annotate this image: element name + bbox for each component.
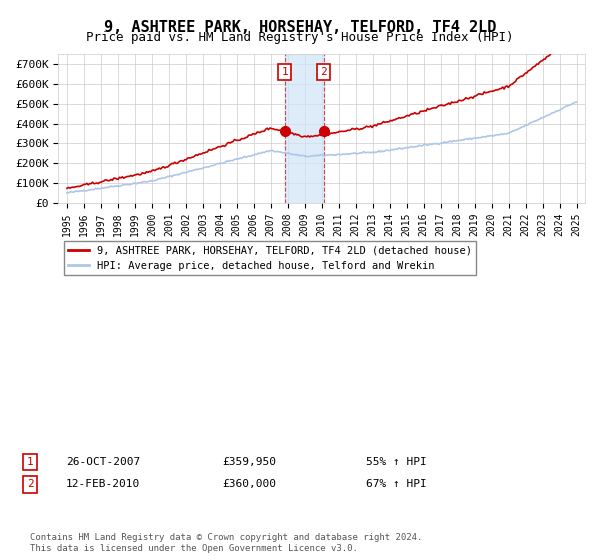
Bar	[285, 54, 324, 203]
Text: 2: 2	[320, 67, 327, 77]
Text: 1: 1	[281, 67, 288, 77]
Text: Contains HM Land Registry data © Crown copyright and database right 2024.
This d: Contains HM Land Registry data © Crown c…	[30, 533, 422, 553]
Text: 2: 2	[26, 479, 34, 489]
Text: £360,000: £360,000	[222, 479, 276, 489]
Text: 55% ↑ HPI: 55% ↑ HPI	[366, 457, 427, 467]
Text: 67% ↑ HPI: 67% ↑ HPI	[366, 479, 427, 489]
Text: £359,950: £359,950	[222, 457, 276, 467]
Text: 9, ASHTREE PARK, HORSEHAY, TELFORD, TF4 2LD: 9, ASHTREE PARK, HORSEHAY, TELFORD, TF4 …	[104, 20, 496, 35]
Text: 12-FEB-2010: 12-FEB-2010	[66, 479, 140, 489]
Text: 1: 1	[26, 457, 34, 467]
Text: 26-OCT-2007: 26-OCT-2007	[66, 457, 140, 467]
Legend: 9, ASHTREE PARK, HORSEHAY, TELFORD, TF4 2LD (detached house), HPI: Average price: 9, ASHTREE PARK, HORSEHAY, TELFORD, TF4 …	[64, 241, 476, 275]
Text: Price paid vs. HM Land Registry's House Price Index (HPI): Price paid vs. HM Land Registry's House …	[86, 31, 514, 44]
